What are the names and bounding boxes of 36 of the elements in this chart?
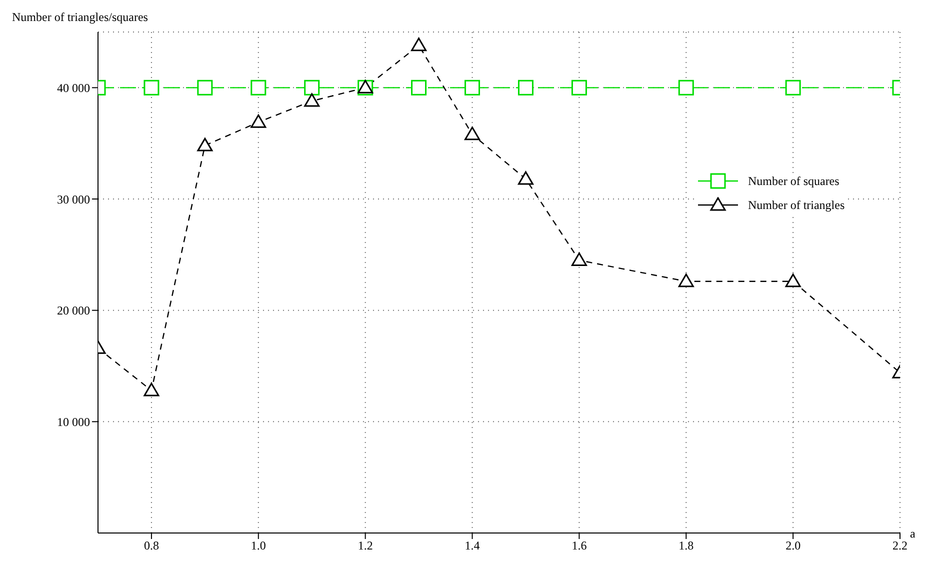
x-tick-label: 2.2 — [892, 538, 908, 553]
y-tick-label: 20 000 — [57, 304, 90, 318]
y-tick-label: 30 000 — [57, 192, 90, 206]
point — [304, 93, 320, 107]
legend-label: Number of triangles — [748, 198, 845, 212]
x-tick-label: 1.6 — [572, 538, 587, 553]
x-tick-label: 1.0 — [250, 538, 266, 553]
y-axis-title: Number of triangles/squares — [12, 10, 148, 25]
point — [678, 80, 694, 96]
point — [464, 80, 480, 96]
point — [144, 382, 160, 396]
legend-label: Number of squares — [748, 174, 840, 188]
x-tick-label: 1.8 — [678, 538, 694, 553]
point — [518, 80, 534, 96]
x-tick-label: 1.2 — [358, 538, 373, 553]
point — [785, 274, 801, 288]
x-tick-label: 1.4 — [464, 538, 480, 553]
x-tick-label: 0.8 — [144, 538, 159, 553]
point — [144, 80, 160, 96]
point — [464, 126, 480, 140]
x-axis-title: a — [910, 526, 916, 540]
x-tick-label: 2.0 — [786, 538, 801, 553]
point — [197, 80, 213, 96]
point — [411, 80, 427, 96]
point — [518, 171, 534, 185]
point — [411, 38, 427, 52]
point — [785, 80, 801, 96]
point — [678, 274, 694, 288]
point — [197, 138, 213, 152]
point — [571, 252, 587, 266]
y-tick-label: 40 000 — [57, 80, 90, 95]
point — [304, 80, 320, 96]
point — [571, 80, 587, 96]
y-tick-label: 10 000 — [57, 414, 90, 429]
point — [250, 80, 266, 96]
point — [250, 114, 266, 128]
